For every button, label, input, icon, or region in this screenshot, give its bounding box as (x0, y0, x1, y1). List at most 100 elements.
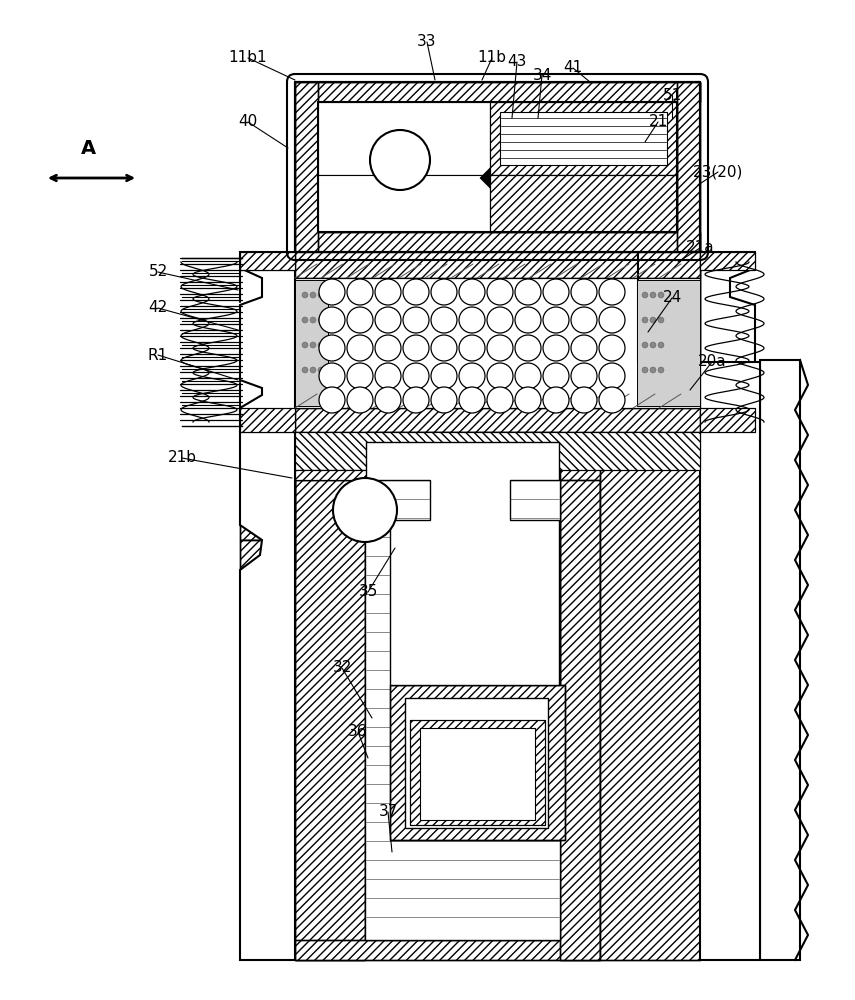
Text: 41: 41 (563, 60, 582, 76)
Circle shape (403, 387, 429, 413)
Polygon shape (390, 685, 565, 840)
Polygon shape (560, 432, 600, 960)
Circle shape (543, 387, 569, 413)
Polygon shape (318, 102, 490, 175)
Circle shape (403, 307, 429, 333)
Circle shape (599, 363, 625, 389)
Circle shape (375, 363, 401, 389)
Circle shape (319, 307, 345, 333)
Circle shape (310, 367, 316, 373)
Circle shape (543, 335, 569, 361)
Circle shape (543, 363, 569, 389)
Polygon shape (365, 432, 560, 940)
Circle shape (642, 342, 648, 348)
Text: 21a: 21a (686, 240, 714, 255)
Polygon shape (700, 408, 755, 432)
Circle shape (658, 342, 664, 348)
Text: 51: 51 (663, 88, 681, 103)
Circle shape (515, 307, 541, 333)
Text: A: A (80, 138, 96, 157)
Text: 32: 32 (333, 660, 351, 676)
Circle shape (599, 279, 625, 305)
Circle shape (431, 307, 457, 333)
Circle shape (319, 387, 345, 413)
Polygon shape (295, 82, 318, 252)
Polygon shape (490, 102, 677, 175)
Circle shape (302, 292, 308, 298)
Circle shape (431, 387, 457, 413)
Circle shape (650, 367, 656, 373)
Polygon shape (240, 252, 295, 270)
Circle shape (571, 279, 597, 305)
Polygon shape (318, 175, 490, 232)
Polygon shape (420, 728, 535, 820)
Text: 21b: 21b (168, 450, 197, 466)
Circle shape (487, 279, 513, 305)
Polygon shape (295, 252, 700, 278)
Polygon shape (295, 408, 700, 432)
Polygon shape (295, 432, 700, 480)
Circle shape (515, 335, 541, 361)
Polygon shape (405, 698, 548, 828)
Polygon shape (600, 432, 700, 960)
Text: 43: 43 (507, 54, 527, 70)
Circle shape (403, 363, 429, 389)
Polygon shape (760, 360, 800, 960)
Polygon shape (700, 362, 760, 960)
Circle shape (642, 292, 648, 298)
Polygon shape (677, 82, 700, 252)
Polygon shape (480, 168, 490, 188)
Circle shape (599, 387, 625, 413)
Circle shape (487, 307, 513, 333)
Circle shape (375, 279, 401, 305)
Circle shape (487, 335, 513, 361)
Circle shape (431, 363, 457, 389)
Circle shape (347, 387, 373, 413)
Text: 11b1: 11b1 (228, 50, 268, 66)
Circle shape (658, 367, 664, 373)
Circle shape (543, 279, 569, 305)
Text: 20a: 20a (698, 355, 726, 369)
Circle shape (459, 335, 485, 361)
Text: 36: 36 (348, 724, 368, 740)
Text: 24: 24 (663, 290, 681, 306)
Polygon shape (295, 82, 700, 102)
Circle shape (431, 279, 457, 305)
Polygon shape (295, 278, 700, 408)
Circle shape (375, 307, 401, 333)
Text: 37: 37 (378, 804, 398, 820)
Circle shape (347, 307, 373, 333)
Circle shape (375, 387, 401, 413)
Polygon shape (295, 470, 560, 480)
Text: 11b: 11b (477, 50, 506, 66)
Circle shape (658, 317, 664, 323)
Circle shape (347, 279, 373, 305)
Circle shape (318, 342, 324, 348)
Circle shape (302, 342, 308, 348)
Polygon shape (637, 280, 700, 406)
Polygon shape (410, 720, 545, 825)
Polygon shape (295, 940, 600, 960)
Circle shape (310, 317, 316, 323)
Circle shape (459, 363, 485, 389)
Circle shape (599, 335, 625, 361)
Text: R1: R1 (148, 348, 168, 362)
Circle shape (318, 292, 324, 298)
Circle shape (515, 387, 541, 413)
Circle shape (403, 335, 429, 361)
Polygon shape (638, 362, 700, 432)
Polygon shape (295, 432, 365, 960)
Circle shape (302, 367, 308, 373)
Polygon shape (295, 280, 328, 406)
Polygon shape (700, 252, 755, 270)
Text: 34: 34 (533, 68, 551, 83)
Text: 40: 40 (239, 114, 257, 129)
Circle shape (650, 317, 656, 323)
Text: 33: 33 (417, 34, 437, 49)
Text: 52: 52 (149, 264, 168, 279)
Circle shape (431, 335, 457, 361)
Circle shape (459, 307, 485, 333)
Text: 21: 21 (648, 114, 668, 129)
Circle shape (459, 387, 485, 413)
Circle shape (515, 363, 541, 389)
